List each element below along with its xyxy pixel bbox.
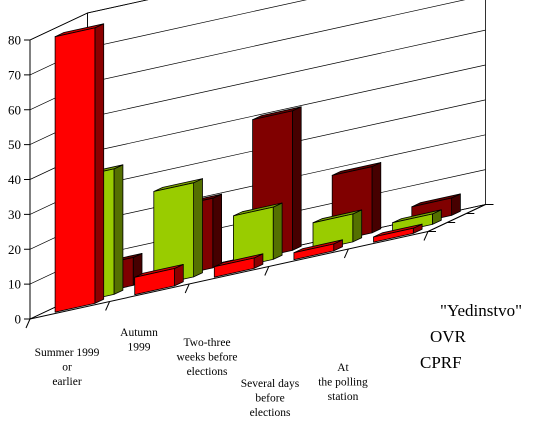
x-tick-label: Several days before elections [241,378,300,419]
x-tick-label: Summer 1999 or earlier [35,347,100,388]
y-tick-label: 0 [15,312,22,327]
series-label-yedinstvo: "Yedinstvo" [440,301,522,320]
bar-cprf-2 [134,263,184,296]
axes [24,39,494,329]
x-tick [184,283,190,294]
x-tick-label: Autumn 1999 [120,327,158,354]
y-tick-label: 10 [8,277,21,292]
x-tick [343,248,349,259]
bar-cprf-4 [293,239,343,261]
y-tick-label: 30 [8,207,21,222]
series-label-cprf: CPRF [420,353,462,372]
labels: 0 10 20 30 40 50 60 70 80 Summer 1999 or earlier Aut… [8,33,522,420]
y-tick-label: 20 [8,242,21,257]
y-tick-label: 60 [8,102,21,117]
x-axis [29,231,429,320]
bar-cprf-5 [373,223,423,243]
series-label-ovr: OVR [430,327,467,346]
bars [54,23,461,313]
x-tick-label: At the polling station [318,362,368,403]
x-tick [105,301,111,311]
x-tick-label: Two-three weeks before elections [177,337,238,378]
y-tick-label: 40 [8,172,21,187]
y-tick-label: 70 [8,67,21,82]
gridline [29,0,149,41]
bar-ovr-2 [153,178,203,287]
bar-ovr-3 [232,202,283,269]
x-tick [264,266,270,276]
x-tick [25,318,31,329]
y-tick-label: 80 [8,33,21,48]
y-tick-label: 50 [8,137,21,152]
x-tick [423,231,429,241]
bar-cprf-3 [213,253,264,278]
z-axis [427,204,486,232]
bar-cprf-1 [54,23,105,313]
